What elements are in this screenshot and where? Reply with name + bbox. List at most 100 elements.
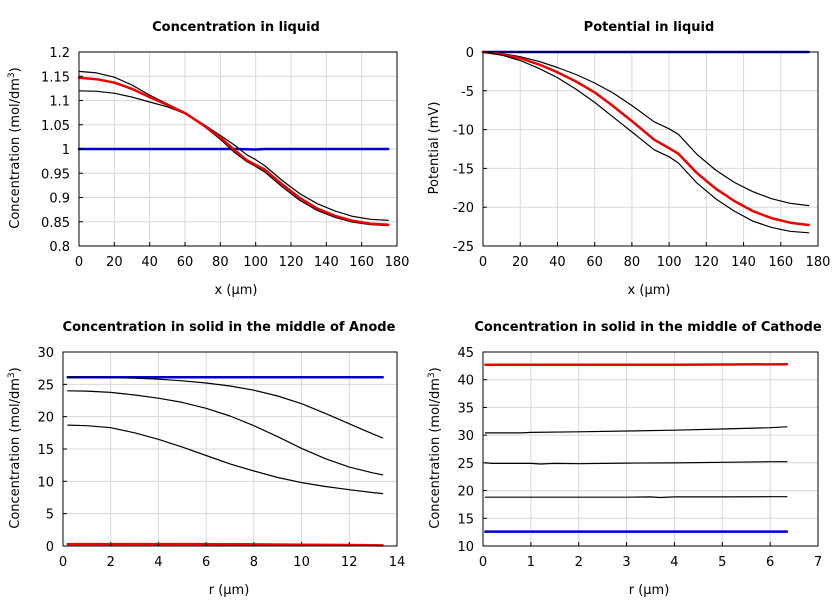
panel-liquid-concentration: Concentration in liquid 0 20 40 60 80 100 120 1… [7,20,409,298]
y-tick-label: 0.95 [41,167,70,182]
x-tick-label: 40 [549,255,566,270]
x-tick-label: 3 [622,555,630,570]
y-tick-label: -10 [453,124,474,139]
x-tick-label: 4 [154,555,162,570]
y-tick-label: 1 [62,143,70,158]
series-line-initial [77,147,390,151]
y-axis-label: Potential (mV) [427,102,442,195]
tick-labels: 0 2 4 6 8 10 12 14 0 5 10 15 20 25 30 [37,346,405,570]
x-tick-label: 140 [731,255,756,270]
series-line-t1 [67,376,384,439]
x-tick-label: 0 [479,255,487,270]
x-tick-label: 0 [75,255,83,270]
series-line-t3 [484,496,788,499]
x-tick-label: 2 [107,555,115,570]
x-tick-label: 12 [341,555,358,570]
series-line-t3 [67,424,384,495]
y-tick-label: 20 [457,485,474,500]
x-tick-label: 180 [806,255,831,270]
panel-liquid-potential: Potential in liquid 0 20 40 60 80 100 120 140 16… [427,20,830,298]
y-tick-label: 0.9 [49,192,70,207]
series-line-intermediate-1 [78,90,389,221]
x-tick-label: 6 [202,555,210,570]
panel-cathode-solid-concentration: Concentration in solid in the middle of … [427,320,822,598]
panel-anode-solid-concentration: Concentration in solid in the middle of … [7,320,405,598]
y-tick-label: -25 [453,240,474,255]
x-tick-label: 2 [575,555,583,570]
x-axis-label: r (µm) [209,583,250,598]
x-tick-label: 160 [768,255,793,270]
series-line-t1 [484,426,788,434]
grid [62,351,398,547]
y-axis-label: Concentration (mol/dm3) [7,67,23,229]
y-tick-label: 1.2 [49,46,70,61]
y-tick-label: 15 [457,512,474,527]
y-tick-label: 35 [457,401,474,416]
series-layer [481,50,810,234]
grid [482,351,819,547]
y-tick-label: 45 [457,346,474,361]
x-tick-label: 0 [59,555,67,570]
series-layer [77,70,390,227]
y-tick-label: 30 [37,346,54,361]
y-tick-label: 0 [46,540,54,555]
x-tick-label: 5 [718,555,726,570]
tick-labels: 0 20 40 60 80 100 120 140 160 180 0.8 0.85 0.9 0.95 1 1… [41,46,409,270]
x-tick-label: 0 [479,555,487,570]
x-tick-label: 100 [657,255,682,270]
series-line-intermediate-2 [78,70,389,227]
series-line-t2 [484,461,788,465]
y-tick-label: 5 [46,508,54,523]
series-line-lower [482,51,810,234]
y-axis-label: Concentration (mol/dm3) [427,367,443,529]
chart-title: Potential in liquid [584,20,715,35]
series-layer [484,362,789,533]
x-tick-label: 14 [389,555,406,570]
y-tick-label: 30 [457,429,474,444]
x-tick-label: 7 [814,555,822,570]
x-tick-label: 80 [624,255,641,270]
series-layer [66,375,384,547]
series-line-final [66,542,384,547]
x-tick-label: 4 [670,555,678,570]
x-tick-label: 160 [349,255,374,270]
series-line-t2 [67,390,384,476]
y-tick-label: 1.15 [41,70,70,85]
x-axis-label: r (µm) [629,583,670,598]
x-tick-label: 20 [512,255,529,270]
x-tick-label: 1 [527,555,535,570]
x-tick-label: 60 [586,255,603,270]
y-tick-label: 1.05 [41,119,70,134]
x-tick-label: 180 [385,255,410,270]
y-tick-label: 1.1 [49,95,70,110]
series-line-final [77,76,390,226]
x-tick-label: 140 [314,255,339,270]
plot-frame [482,351,819,547]
tick-labels: 0 20 40 60 80 100 120 140 160 180 -25 -20 -15 -10 -5 0 [453,46,831,270]
x-tick-label: 8 [250,555,258,570]
y-axis-label: Concentration (mol/dm3) [7,367,23,529]
x-tick-label: 40 [141,255,158,270]
y-tick-label: -5 [461,85,474,100]
y-tick-label: 10 [457,540,474,555]
y-tick-label: 15 [37,443,54,458]
y-tick-label: 25 [457,457,474,472]
y-tick-label: -20 [453,201,474,216]
x-tick-label: 60 [177,255,194,270]
series-line-final [481,50,810,227]
series-line-upper [482,51,810,207]
y-tick-label: 10 [37,475,54,490]
y-tick-label: 0.85 [41,216,70,231]
y-tick-label: -15 [453,162,474,177]
x-tick-label: 6 [766,555,774,570]
chart-title: Concentration in solid in the middle of … [63,320,396,335]
plot-frame [482,51,819,247]
x-tick-label: 120 [694,255,719,270]
x-tick-label: 10 [293,555,310,570]
x-axis-label: x (µm) [628,283,671,298]
y-tick-label: 0 [466,46,474,61]
x-tick-label: 20 [106,255,123,270]
